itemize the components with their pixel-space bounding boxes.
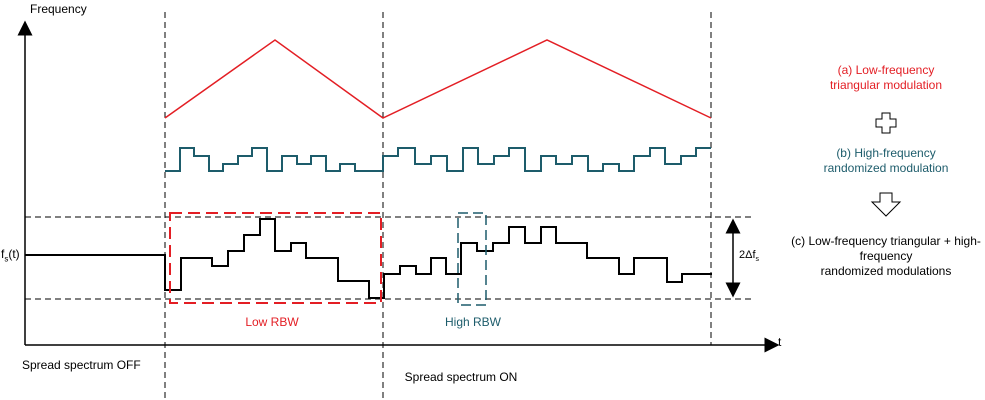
legend-a: (a) Low-frequency triangular modulation — [829, 63, 943, 92]
legend-c: (c) Low-frequency triangular + high-freq… — [791, 234, 981, 278]
low-rbw-label: Low RBW — [245, 315, 299, 329]
spread-on-label: Spread spectrum ON — [404, 370, 518, 384]
plus-outline-icon — [875, 112, 897, 134]
high-rbw-label: High RBW — [444, 315, 502, 329]
low-rbw-box — [169, 212, 382, 304]
combined-modulation-wave — [25, 218, 712, 299]
y-axis-label: Frequency — [30, 2, 87, 16]
randomized-modulation-wave — [165, 147, 711, 172]
x-axis-label: t — [778, 335, 782, 349]
spread-off-label: Spread spectrum OFF — [22, 358, 141, 372]
down-arrow-outline-icon — [870, 192, 902, 217]
triangular-modulation-wave — [164, 39, 712, 119]
high-rbw-box — [457, 212, 487, 306]
y-tick-fs: fs(t) — [1, 247, 20, 264]
legend-b: (b) High-frequency randomized modulation — [823, 146, 949, 175]
spread-label: 2Δfs — [739, 249, 760, 264]
